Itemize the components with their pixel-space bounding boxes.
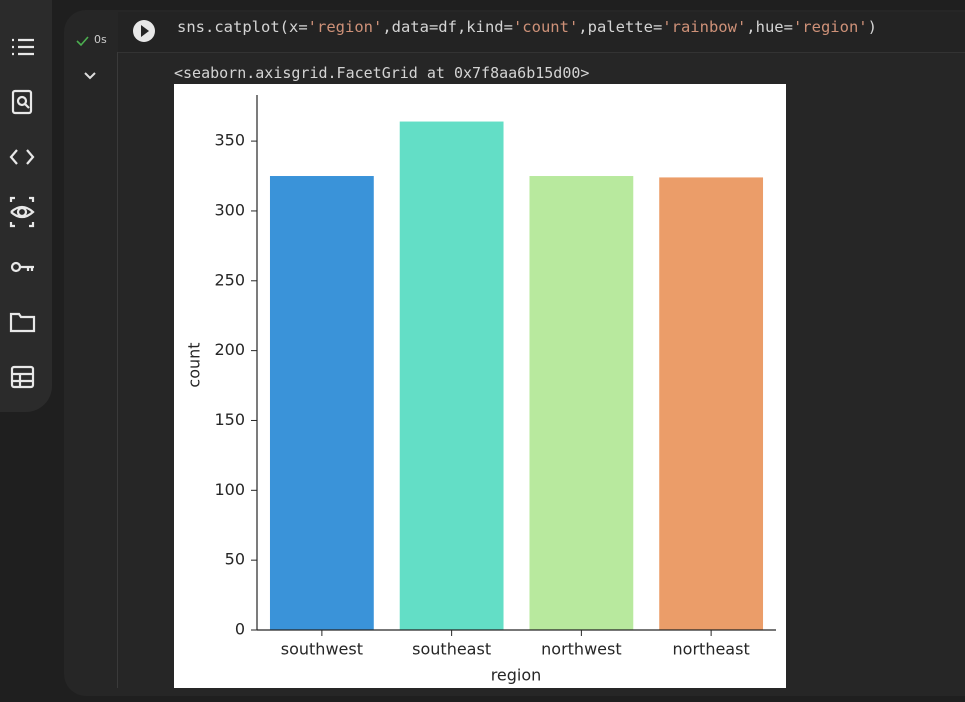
code-icon[interactable]: [9, 149, 35, 165]
toc-icon[interactable]: [12, 38, 34, 56]
sidebar: [0, 0, 52, 412]
search-icon[interactable]: [11, 89, 33, 115]
y-tick-label: 250: [214, 270, 245, 289]
bar: [659, 177, 764, 630]
y-axis-label: count: [185, 342, 204, 387]
y-tick-label: 300: [214, 200, 245, 219]
sidebar-icons: [9, 38, 36, 389]
x-axis-label: region: [491, 666, 542, 685]
y-tick-label: 150: [214, 410, 245, 429]
variables-icon[interactable]: [9, 196, 35, 228]
bar: [269, 176, 374, 630]
data-icon[interactable]: [10, 365, 35, 389]
y-tick-label: 350: [214, 131, 245, 150]
x-tick-label: northwest: [541, 640, 621, 659]
bar: [529, 176, 634, 630]
y-tick-label: 100: [214, 480, 245, 499]
cell-controls: [76, 36, 96, 80]
code-text: sns.catplot(x='region',data=df,kind='cou…: [177, 18, 877, 36]
success-check: [76, 36, 89, 47]
secrets-icon[interactable]: [10, 261, 34, 273]
y-tick-label: 0: [235, 620, 245, 639]
exec-time: 0s: [94, 33, 107, 46]
x-tick-label: southeast: [412, 640, 491, 659]
chart: region count 0 50 100 150 200 250 300 350 southw…: [174, 84, 786, 688]
run-button[interactable]: [132, 19, 156, 43]
x-tick-label: northeast: [673, 640, 750, 659]
gutter: [117, 52, 118, 688]
files-icon[interactable]: [9, 312, 36, 333]
y-tick-label: 50: [225, 550, 245, 569]
collapse-button[interactable]: [84, 72, 96, 80]
output-text: <seaborn.axisgrid.FacetGrid at 0x7f8aa6b…: [174, 64, 590, 82]
code-editor[interactable]: [118, 12, 965, 53]
x-tick-label: southwest: [281, 640, 363, 659]
y-tick-label: 200: [214, 340, 245, 359]
bar: [399, 121, 504, 630]
